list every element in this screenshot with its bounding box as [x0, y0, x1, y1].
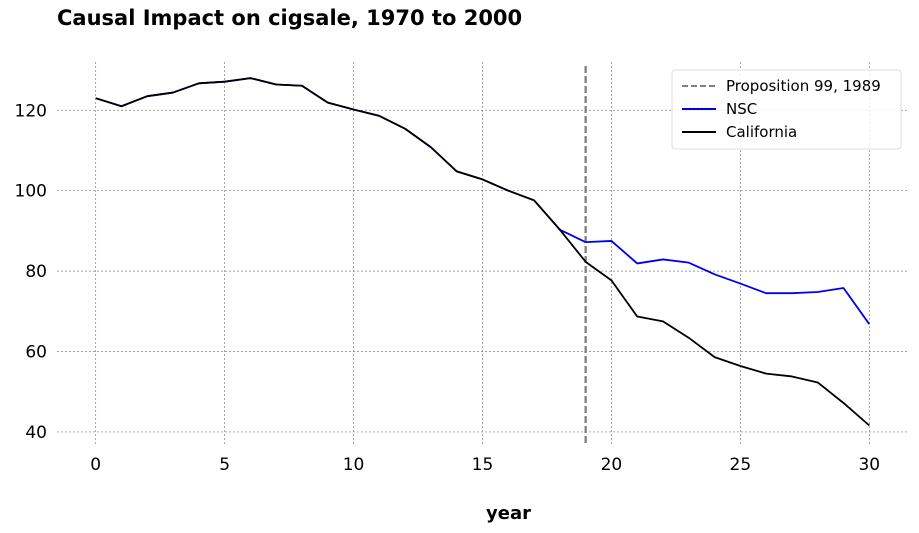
- x-tick-label: 10: [343, 455, 365, 475]
- x-tick-label: 15: [472, 455, 494, 475]
- series-line-california: [95, 77, 870, 427]
- x-tick-label: 0: [90, 455, 101, 475]
- legend-box: [671, 69, 902, 150]
- legend: Proposition 99, 1989 NSC California: [671, 69, 902, 150]
- chart-title: Causal Impact on cigsale, 1970 to 2000: [57, 6, 523, 30]
- grid: [57, 62, 908, 444]
- y-axis-ticks: 40 60 80 100 120: [15, 101, 47, 443]
- y-tick-label: 40: [25, 423, 47, 443]
- x-tick-label: 5: [219, 455, 230, 475]
- series-lines: [95, 77, 871, 427]
- legend-label: NSC: [726, 100, 757, 118]
- y-tick-label: 120: [15, 101, 47, 121]
- y-tick-label: 100: [15, 182, 47, 202]
- y-tick-label: 60: [25, 343, 47, 363]
- x-axis-label: year: [486, 503, 531, 524]
- x-tick-label: 25: [730, 455, 752, 475]
- x-tick-label: 20: [601, 455, 623, 475]
- legend-label: Proposition 99, 1989: [726, 77, 881, 95]
- y-tick-label: 80: [25, 262, 47, 282]
- x-axis-ticks: 0 5 10 15 20 25 30: [90, 455, 880, 475]
- legend-label: California: [726, 123, 797, 141]
- x-tick-label: 30: [858, 455, 880, 475]
